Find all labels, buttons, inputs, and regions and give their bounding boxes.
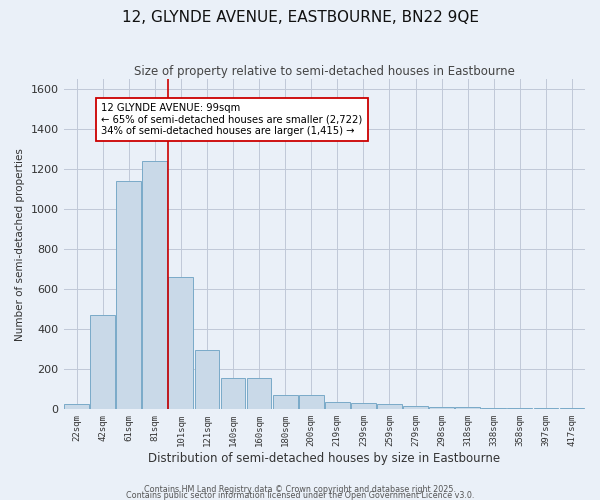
Bar [247,378,271,410]
Y-axis label: Number of semi-detached properties: Number of semi-detached properties [15,148,25,340]
Bar [455,408,480,410]
Bar [560,408,584,410]
Bar [142,161,167,410]
Title: Size of property relative to semi-detached houses in Eastbourne: Size of property relative to semi-detach… [134,65,515,78]
Bar [533,408,558,410]
Text: 12 GLYNDE AVENUE: 99sqm
← 65% of semi-detached houses are smaller (2,722)
34% of: 12 GLYNDE AVENUE: 99sqm ← 65% of semi-de… [101,103,362,136]
Bar [429,408,454,410]
Bar [169,278,193,409]
Bar [90,316,115,410]
Bar [508,408,532,410]
Bar [299,396,323,409]
Bar [403,406,428,410]
Bar [481,408,506,410]
Text: Contains public sector information licensed under the Open Government Licence v3: Contains public sector information licen… [126,492,474,500]
Bar [194,350,220,410]
X-axis label: Distribution of semi-detached houses by size in Eastbourne: Distribution of semi-detached houses by … [148,452,500,465]
Bar [64,404,89,409]
Bar [351,404,376,409]
Text: 12, GLYNDE AVENUE, EASTBOURNE, BN22 9QE: 12, GLYNDE AVENUE, EASTBOURNE, BN22 9QE [121,10,479,25]
Bar [273,396,298,409]
Text: Contains HM Land Registry data © Crown copyright and database right 2025.: Contains HM Land Registry data © Crown c… [144,486,456,494]
Bar [377,404,402,409]
Bar [325,402,350,409]
Bar [116,181,141,410]
Bar [221,378,245,410]
